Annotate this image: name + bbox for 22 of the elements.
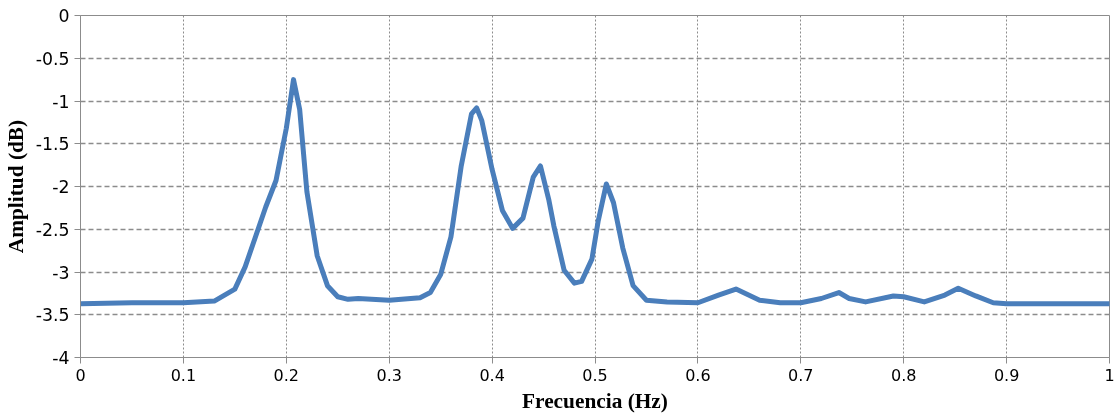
x-axis-title: Frecuencia (Hz) — [522, 388, 668, 413]
y-tick-label: -3 — [52, 262, 70, 283]
y-tick-label: -3.5 — [35, 305, 70, 326]
x-tick-label: 0.1 — [170, 365, 197, 385]
x-tick-label: 0.3 — [376, 365, 402, 385]
y-tick-label: -2 — [52, 177, 70, 197]
y-tick-label: 0 — [58, 6, 70, 26]
y-tick-label: -4 — [52, 348, 70, 368]
x-tick-label: 0.2 — [273, 365, 300, 385]
x-tick-label: 0.7 — [788, 365, 814, 385]
x-tick-label: 1 — [1104, 365, 1115, 385]
x-tick-label: 0.5 — [582, 365, 608, 385]
x-tick-label: 0 — [75, 365, 86, 385]
x-tick-label: 0.6 — [685, 365, 711, 385]
y-tick-label: -1 — [52, 91, 70, 112]
x-tick-label: 0.8 — [890, 365, 917, 385]
y-axis-title: Amplitud (dB) — [3, 119, 28, 254]
y-tick-label: -2.5 — [35, 219, 70, 240]
y-tick-label: -1.5 — [35, 134, 70, 155]
x-tick-label: 0.9 — [993, 365, 1020, 385]
y-tick-label: -0.5 — [35, 48, 70, 69]
x-tick-label: 0.4 — [479, 365, 505, 385]
